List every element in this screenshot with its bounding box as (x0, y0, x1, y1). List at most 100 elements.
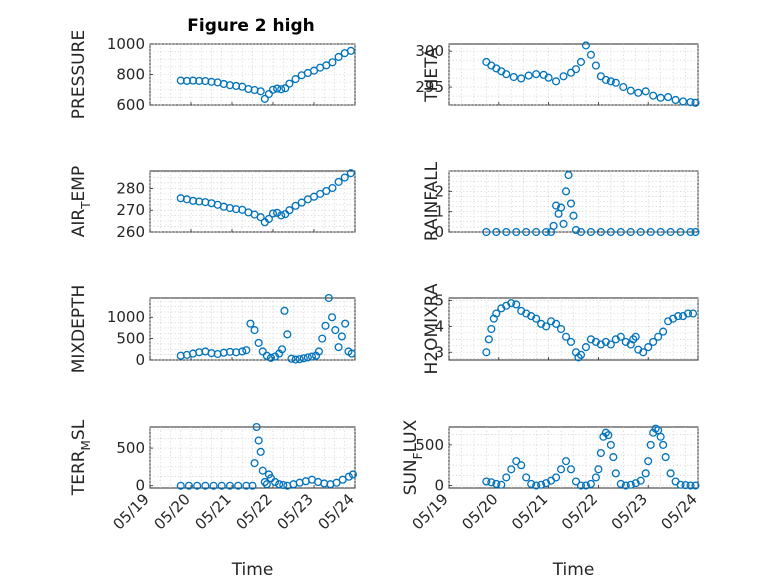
data-point (644, 343, 653, 352)
data-point (303, 353, 312, 362)
data-point (348, 470, 358, 479)
data-point (581, 481, 590, 490)
data-point (502, 473, 511, 482)
data-point (619, 83, 628, 92)
data-point (275, 480, 284, 489)
data-point (268, 209, 278, 218)
data-point (309, 66, 319, 75)
data-point (217, 481, 226, 490)
data-point (649, 91, 658, 100)
y-tick-label: 600 (116, 96, 145, 114)
data-point (552, 77, 561, 86)
data-point (268, 85, 278, 94)
data-point (629, 335, 638, 344)
data-point (492, 479, 501, 488)
data-point (527, 479, 536, 488)
data-point (266, 353, 276, 362)
data-point (666, 469, 675, 478)
data-point (576, 350, 586, 359)
data-point (626, 480, 635, 489)
data-point (571, 477, 581, 486)
data-point (581, 343, 590, 352)
data-point (611, 78, 620, 87)
data-point (616, 227, 625, 237)
data-point (193, 481, 202, 490)
data-point (596, 448, 605, 458)
x-tick-label: 05/24 (658, 490, 701, 533)
data-point (258, 466, 267, 475)
data-point (341, 319, 350, 328)
data-point (283, 330, 292, 339)
data-point (566, 337, 576, 346)
data-point (502, 227, 511, 237)
data-point (686, 98, 695, 107)
data-point (324, 293, 333, 303)
x-tick-label: 05/19 (110, 490, 153, 533)
data-point (681, 481, 690, 490)
y-tick-label: 295 (415, 78, 444, 96)
y-axis-label: TERRMSL (69, 419, 93, 496)
data-point (254, 338, 263, 347)
data-point (184, 481, 194, 490)
data-point (295, 355, 304, 364)
data-point (248, 481, 257, 490)
data-point (676, 227, 685, 237)
data-point (571, 225, 581, 235)
data-point (322, 61, 331, 70)
data-point (691, 227, 700, 237)
data-point (346, 169, 355, 178)
data-point (532, 314, 541, 323)
data-point (279, 480, 288, 490)
data-point (281, 84, 290, 93)
data-point (322, 186, 331, 196)
data-point (254, 436, 263, 445)
data-point (318, 334, 327, 343)
y-tick-label: 0 (434, 477, 444, 495)
data-point (601, 428, 610, 437)
y-tick-label: 4 (434, 317, 444, 335)
data-point (566, 199, 576, 208)
data-point (291, 201, 300, 210)
data-point (626, 227, 635, 237)
x-tick-label: 05/23 (608, 490, 651, 533)
data-point (666, 227, 675, 237)
data-point (482, 477, 491, 486)
x-axis-label: Time (552, 560, 595, 580)
data-point (250, 459, 259, 468)
data-point (264, 89, 273, 99)
data-point (328, 58, 337, 67)
data-point (509, 72, 518, 82)
data-point (484, 335, 493, 344)
data-point (649, 337, 658, 346)
data-point (561, 457, 571, 466)
data-point (611, 469, 620, 478)
data-point (659, 440, 668, 449)
data-point (277, 85, 286, 94)
data-point (576, 227, 586, 237)
data-point (599, 432, 608, 441)
data-point (586, 50, 595, 59)
data-point (260, 477, 269, 487)
data-point (331, 326, 340, 335)
data-point (264, 214, 273, 223)
panel-terr-msl: 0 500 TERRMSL 05/1905/2005/2105/2205/2305/2… (69, 419, 358, 580)
data-point (691, 481, 700, 490)
data-point (340, 173, 349, 182)
data-point (327, 313, 337, 322)
y-tick-label: 270 (116, 201, 145, 219)
data-point (338, 475, 347, 484)
data-point (609, 453, 618, 462)
data-point (260, 94, 269, 103)
data-point (686, 481, 695, 490)
data-point (487, 478, 496, 487)
data-point (639, 348, 648, 357)
data-point (671, 95, 680, 105)
data-point (656, 227, 665, 237)
y-tick-label: 300 (415, 42, 444, 60)
x-tick-label: 05/21 (508, 490, 551, 533)
data-point (656, 93, 665, 102)
data-point (566, 465, 576, 474)
data-point (291, 75, 300, 84)
